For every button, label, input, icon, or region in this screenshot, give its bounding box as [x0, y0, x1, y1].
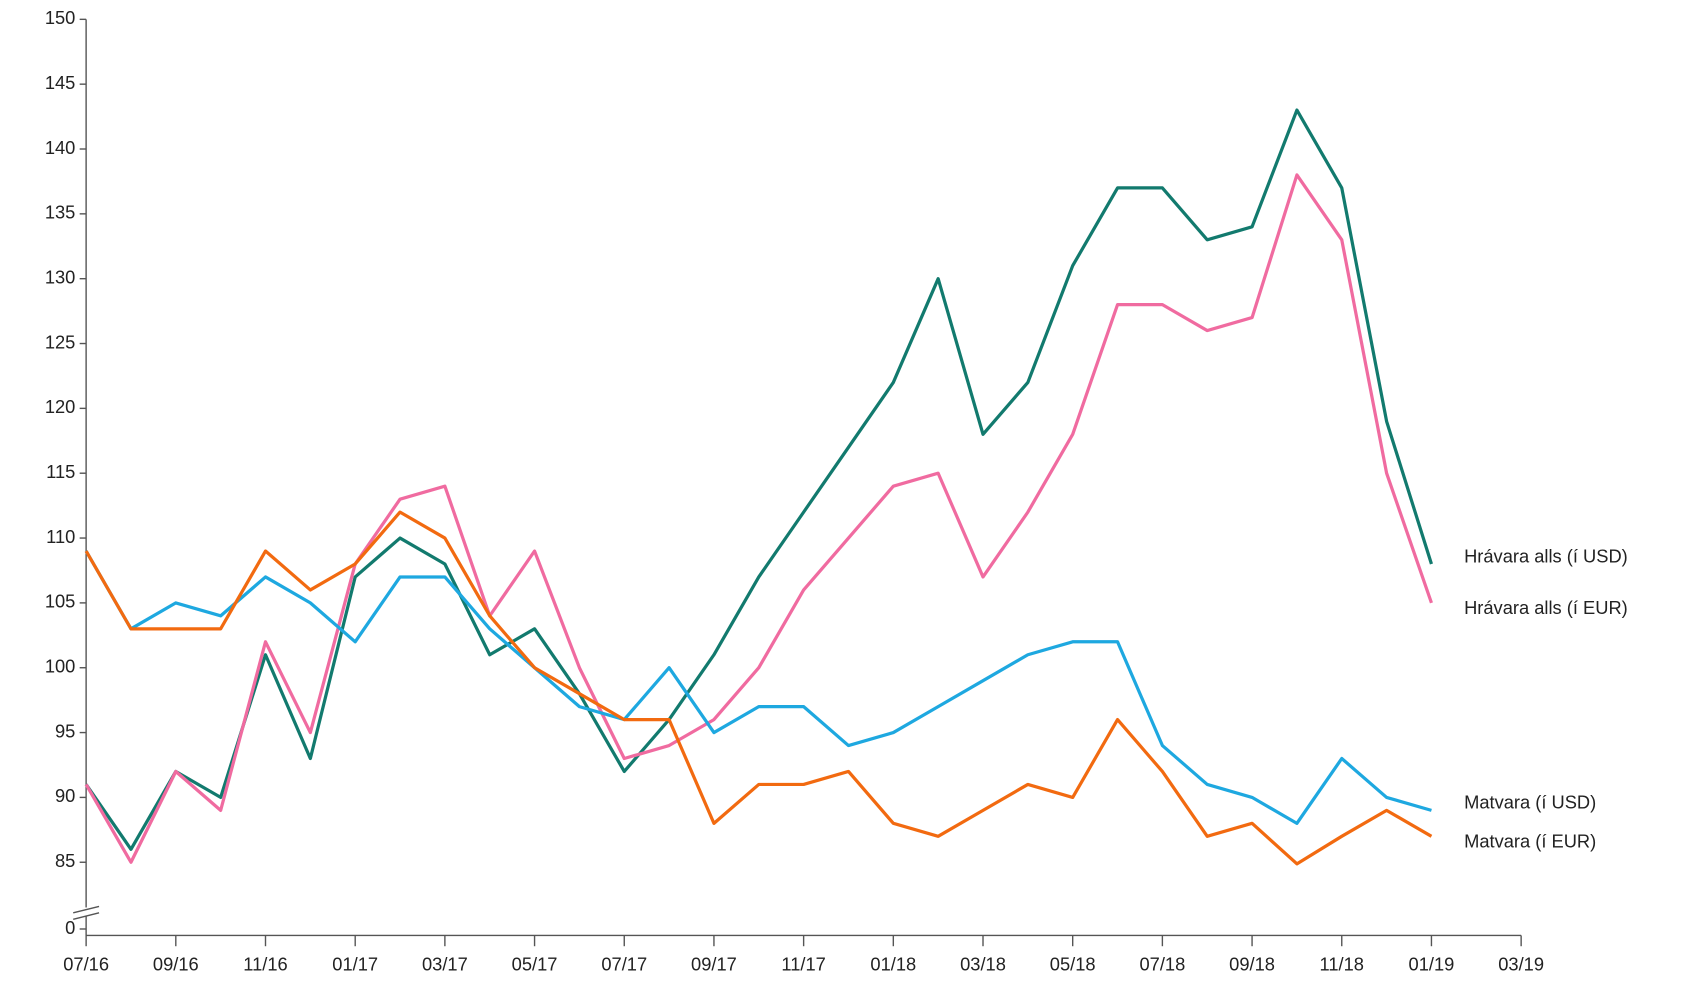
- axis-break-gap: [73, 907, 100, 917]
- y-tick-label: 145: [45, 72, 76, 93]
- y-tick-label: 85: [55, 850, 75, 871]
- legend-label: Hrávara alls (í EUR): [1464, 597, 1628, 618]
- y-tick-label: 120: [45, 396, 76, 417]
- legend-label: Matvara (í USD): [1464, 792, 1596, 813]
- x-tick-label: 07/17: [601, 953, 647, 974]
- y-tick-label: 135: [45, 202, 76, 223]
- x-tick-label: 01/18: [870, 953, 916, 974]
- line: [84, 510, 1433, 866]
- x-tick-label: 11/16: [243, 953, 287, 974]
- x-tick-label: 09/17: [691, 953, 737, 974]
- x-tick-label: 11/18: [1320, 953, 1364, 974]
- y-tick-label: 100: [45, 656, 76, 677]
- line: [84, 173, 1433, 864]
- y-tick-label: 110: [46, 526, 75, 547]
- x-tick-label: 09/16: [153, 953, 199, 974]
- x-tick-label: 03/19: [1498, 953, 1544, 974]
- y-tick-label: 140: [45, 137, 76, 158]
- x-tick-label: 03/17: [422, 953, 468, 974]
- x-tick-label: 05/18: [1050, 953, 1096, 974]
- x-tick-label: 11/17: [781, 953, 825, 974]
- x-tick-label: 01/17: [332, 953, 378, 974]
- axis-break: [73, 912, 100, 920]
- legend-label: Matvara (í EUR): [1464, 831, 1596, 852]
- line: [84, 550, 1432, 825]
- x-tick-label: 09/18: [1229, 953, 1275, 974]
- line: [84, 108, 1433, 851]
- x-tick-label: 07/18: [1139, 953, 1185, 974]
- y-tick-label: 0: [65, 917, 75, 938]
- y-tick-label: 105: [45, 591, 76, 612]
- x-tick-label: 03/18: [960, 953, 1006, 974]
- y-tick-label: 90: [55, 785, 75, 806]
- x-tick-label: 01/19: [1409, 953, 1455, 974]
- axis-break: [73, 905, 100, 914]
- y-tick-label: 95: [55, 720, 75, 741]
- x-tick-label: 05/17: [512, 953, 558, 974]
- x-tick-label: 07/16: [63, 953, 109, 974]
- legend-label: Hrávara alls (í USD): [1464, 545, 1628, 566]
- y-tick-label: 125: [45, 331, 76, 352]
- y-tick-label: 115: [46, 461, 75, 482]
- y-tick-label: 150: [45, 7, 76, 28]
- y-tick-label: 130: [45, 267, 76, 288]
